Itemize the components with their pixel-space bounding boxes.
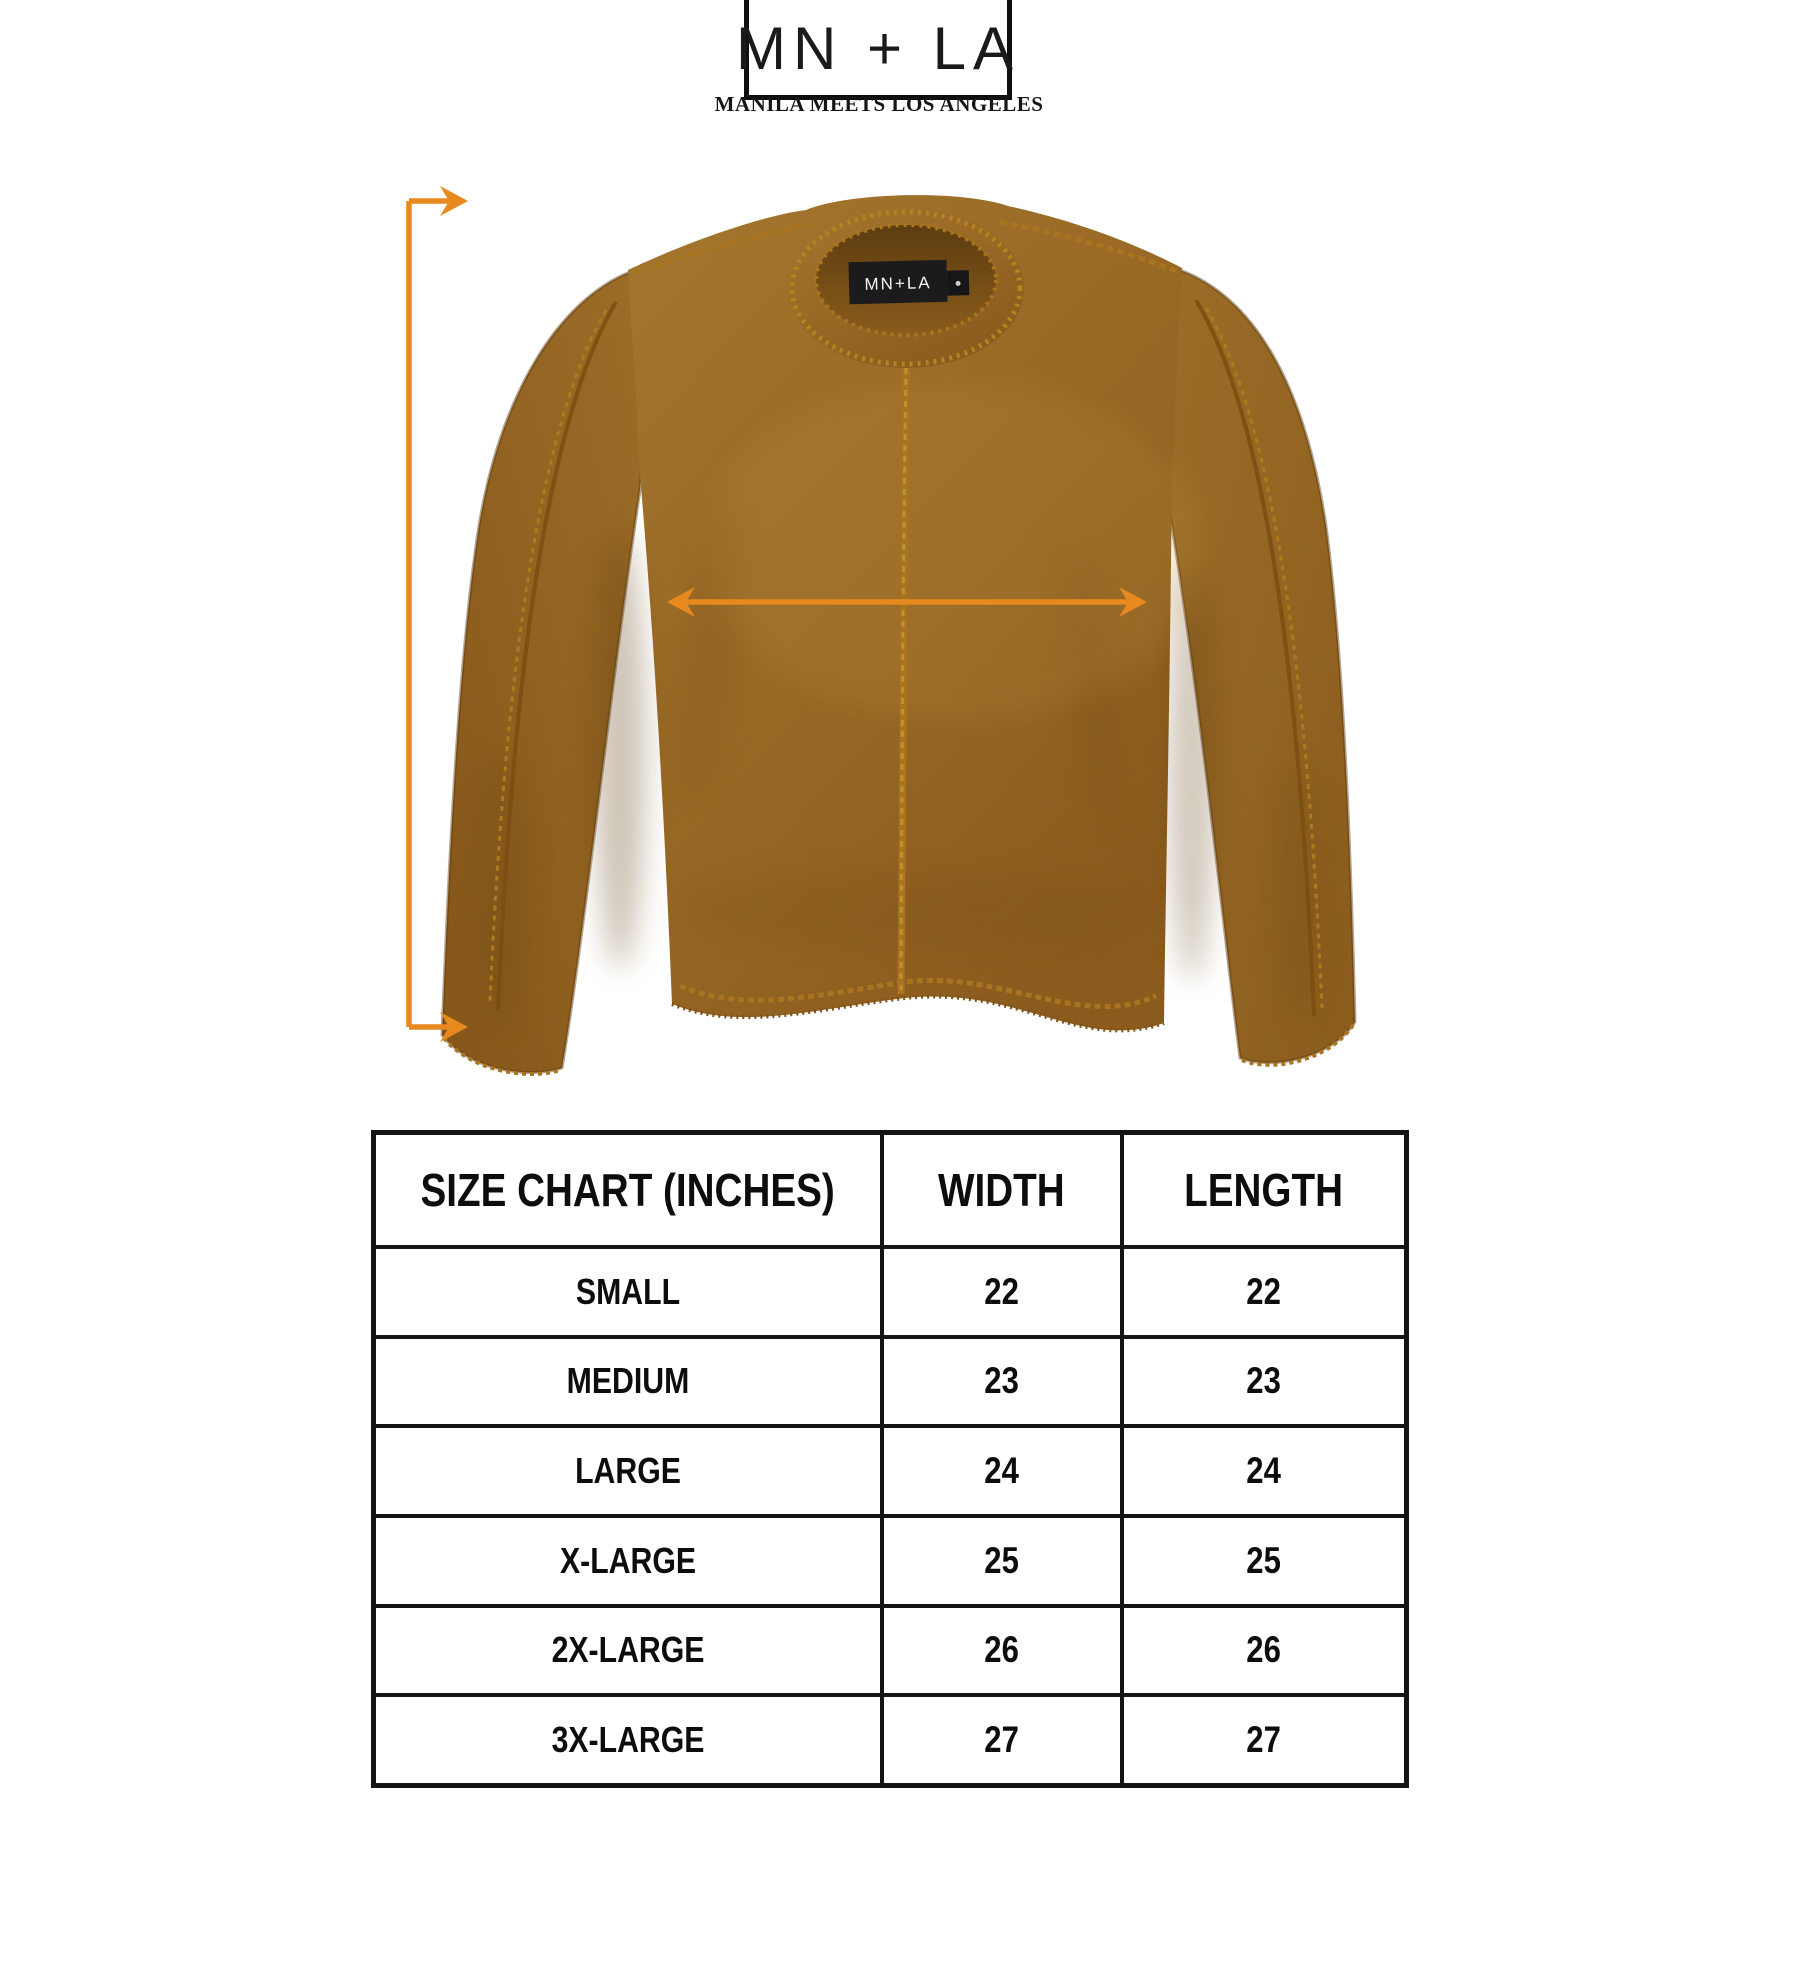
table-row-xlarge: X-LARGE 25 25 bbox=[371, 1513, 1409, 1608]
column-header-length: LENGTH bbox=[1119, 1130, 1409, 1249]
size-tab-mark bbox=[955, 280, 961, 286]
width-value: 26 bbox=[984, 1629, 1019, 1671]
brand-logo-box: MN + LA bbox=[736, 0, 1013, 100]
size-label: MEDIUM bbox=[566, 1360, 690, 1402]
brand-logo-text: MN + LA bbox=[735, 14, 1021, 82]
size-label: X-LARGE bbox=[559, 1539, 696, 1581]
table-row-2xlarge: 2X-LARGE 26 26 bbox=[371, 1603, 1409, 1698]
table-row-medium: MEDIUM 23 23 bbox=[371, 1334, 1409, 1429]
left-cuff-stitch bbox=[442, 1036, 561, 1076]
fabric-shading bbox=[470, 380, 1326, 1030]
right-sleeve-seam bbox=[1194, 298, 1316, 1017]
neck-label-text: MN+LA bbox=[864, 273, 932, 294]
length-value: 23 bbox=[1246, 1360, 1282, 1402]
length-value: 26 bbox=[1246, 1629, 1282, 1671]
width-arrow bbox=[667, 587, 1147, 617]
length-arrow bbox=[406, 186, 468, 1042]
width-value: 24 bbox=[984, 1450, 1019, 1492]
table-row-large: LARGE 24 24 bbox=[371, 1424, 1409, 1518]
header-row: SIZE CHART (INCHES) WIDTH LENGTH bbox=[371, 1130, 1409, 1249]
column-header-width: WIDTH bbox=[879, 1130, 1124, 1249]
width-value: 23 bbox=[984, 1360, 1019, 1402]
length-value: 27 bbox=[1246, 1719, 1282, 1761]
size-chart-table: SIZE CHART (INCHES) WIDTH LENGTH SMALL 2… bbox=[371, 1130, 1409, 1788]
center-front-stitch bbox=[899, 367, 908, 995]
length-value: 25 bbox=[1246, 1539, 1282, 1581]
right-shoulder-seam bbox=[999, 219, 1177, 274]
left-sleeve-seam bbox=[496, 300, 618, 1011]
size-label: 3X-LARGE bbox=[551, 1719, 705, 1761]
column-header-size: SIZE CHART (INCHES) bbox=[371, 1130, 884, 1249]
stitching bbox=[442, 219, 1355, 1076]
product-photo: MN+LA bbox=[406, 186, 1357, 1076]
width-value: 22 bbox=[984, 1270, 1019, 1312]
right-sleeve-stitch bbox=[1204, 307, 1324, 1009]
size-label: 2X-LARGE bbox=[551, 1629, 705, 1671]
width-value: 27 bbox=[984, 1719, 1019, 1761]
hem-stitch bbox=[679, 977, 1158, 1010]
length-value: 22 bbox=[1246, 1270, 1282, 1312]
length-value: 24 bbox=[1246, 1450, 1282, 1492]
size-label: LARGE bbox=[574, 1450, 681, 1492]
width-value: 25 bbox=[984, 1539, 1019, 1581]
table-row-3xlarge: 3X-LARGE 27 27 bbox=[371, 1693, 1409, 1788]
size-label: SMALL bbox=[575, 1270, 680, 1312]
right-cuff-stitch bbox=[1241, 1023, 1355, 1067]
hem-raw-edge bbox=[671, 994, 1165, 1033]
left-shoulder-seam bbox=[635, 221, 813, 276]
left-sleeve-stitch bbox=[488, 309, 608, 1003]
shirt-graphic: MN+LA bbox=[440, 195, 1357, 1076]
neck-label: MN+LA bbox=[848, 259, 970, 305]
brand-tagline: MANILA MEETS LOS ANGELES bbox=[714, 92, 1044, 116]
table-row-small: SMALL 22 22 bbox=[371, 1245, 1409, 1339]
